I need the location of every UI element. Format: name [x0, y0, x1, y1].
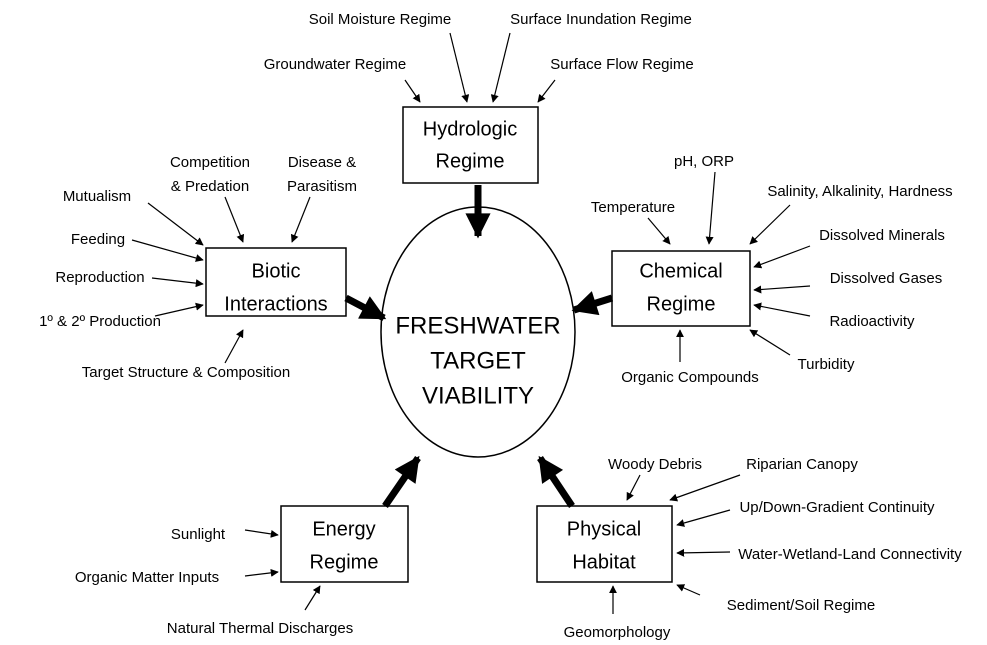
node-label: Interactions [224, 293, 327, 315]
arrow [131, 239, 204, 262]
arrow [224, 196, 245, 243]
factor-label: Sunlight [171, 526, 226, 543]
factor-label: Temperature [591, 199, 675, 216]
node-box [280, 505, 409, 583]
arrow [244, 568, 279, 577]
main-arrow [382, 455, 421, 508]
factor-label: Competition [170, 154, 250, 171]
factor-label: Feeding [71, 231, 125, 248]
factor-label: Salinity, Alkalinity, Hardness [767, 183, 952, 200]
node-label: Energy [312, 518, 375, 540]
factor-label: Natural Thermal Discharges [167, 620, 353, 637]
arrow [490, 32, 511, 103]
node-label: Habitat [572, 551, 636, 573]
arrow [749, 204, 791, 245]
node-label: Regime [647, 293, 716, 315]
factor-label: & Predation [171, 178, 249, 195]
arrow [626, 474, 641, 501]
arrow [753, 302, 811, 317]
main-arrow [537, 455, 575, 508]
factor-label: Organic Compounds [621, 369, 759, 386]
main-arrow [571, 291, 614, 316]
arrow [147, 202, 204, 246]
arrow [449, 32, 470, 103]
factor-label: Surface Inundation Regime [510, 11, 692, 28]
arrow [151, 277, 204, 288]
arrow [749, 329, 791, 356]
factor-label: Parasitism [287, 178, 357, 195]
arrow [304, 585, 321, 611]
arrow [537, 79, 556, 103]
factor-label: Disease & [288, 154, 356, 171]
arrow [753, 285, 811, 294]
arrow [676, 509, 731, 527]
factor-label: Reproduction [55, 269, 144, 286]
node-label: Physical [567, 518, 641, 540]
factor-label: Dissolved Minerals [819, 227, 945, 244]
arrow [404, 79, 421, 103]
factor-label: pH, ORP [674, 153, 734, 170]
arrow [647, 217, 671, 245]
arrow [154, 302, 204, 317]
node-label: Hydrologic [423, 118, 517, 140]
node-label: Regime [310, 551, 379, 573]
node-box [611, 250, 751, 327]
factor-label: Turbidity [798, 356, 855, 373]
center-label: FRESHWATER [395, 312, 560, 339]
arrow [290, 196, 311, 243]
arrow [244, 529, 279, 538]
node-label: Chemical [639, 260, 722, 282]
arrow [753, 245, 811, 269]
main-arrow [344, 294, 387, 322]
node-box [402, 106, 539, 184]
factor-label: Mutualism [63, 188, 131, 205]
factor-label: Sediment/Soil Regime [727, 597, 875, 614]
factor-label: Up/Down-Gradient Continuity [739, 499, 935, 516]
factor-label: Radioactivity [829, 313, 915, 330]
arrow [676, 584, 701, 596]
center-label: VIABILITY [422, 382, 534, 409]
node-label: Regime [436, 150, 505, 172]
factor-label: 1º & 2º Production [39, 313, 161, 330]
factor-label: Water-Wetland-Land Connectivity [738, 546, 962, 563]
factor-label: Target Structure & Composition [82, 364, 290, 381]
arrow [224, 329, 244, 364]
factor-label: Dissolved Gases [830, 270, 943, 287]
factor-label: Surface Flow Regime [550, 56, 693, 73]
factor-label: Woody Debris [608, 456, 702, 473]
factor-label: Organic Matter Inputs [75, 569, 219, 586]
arrow [705, 171, 716, 245]
node-label: Biotic [252, 260, 301, 282]
factor-label: Geomorphology [564, 624, 671, 641]
factor-label: Groundwater Regime [264, 56, 407, 73]
arrow [669, 474, 741, 502]
arrow [676, 548, 731, 557]
factor-label: Soil Moisture Regime [309, 11, 452, 28]
factor-label: Riparian Canopy [746, 456, 858, 473]
node-box [205, 247, 347, 317]
node-box [536, 505, 673, 583]
center-label: TARGET [430, 347, 526, 374]
